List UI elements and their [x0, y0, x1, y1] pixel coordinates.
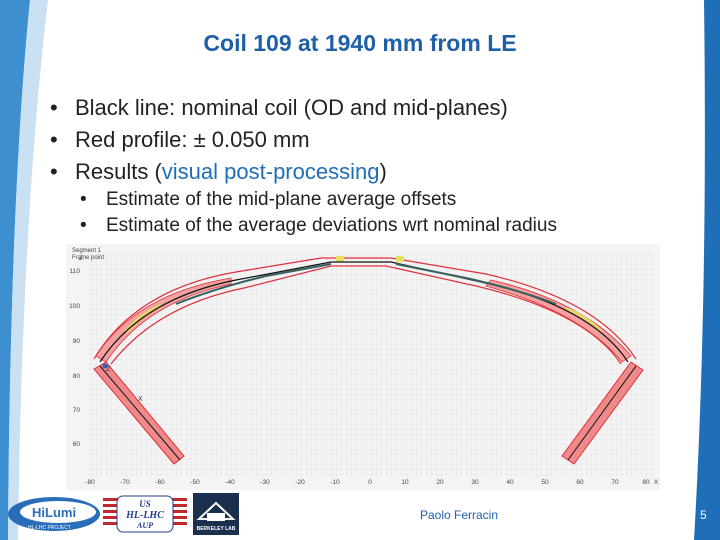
- x-tick-label: -20: [295, 479, 305, 486]
- bullet-item-results: Results (visual post-processing): [50, 156, 508, 188]
- y-axis: Z 110 100 90 80 70 60: [69, 255, 83, 448]
- x-tick-label: 30: [471, 479, 479, 486]
- sub-bullet-list: Estimate of the mid-plane average offset…: [80, 187, 557, 239]
- y-tick-label: 60: [73, 441, 81, 448]
- us-logo-line1: US: [139, 499, 151, 509]
- x-tick-label: -60: [155, 479, 165, 486]
- hilumi-logo-subtext: HL-LHC PROJECT: [28, 525, 71, 531]
- x-tick-label: -70: [120, 479, 130, 486]
- marker-x: X: [138, 396, 143, 403]
- plot-grid: [88, 252, 654, 478]
- x-tick-label: 50: [541, 479, 549, 486]
- x-tick-label: -10: [330, 479, 340, 486]
- us-logo-line2: HL-LHC: [125, 510, 164, 521]
- coil-profile-plot: Segment 1 Frame point Z X Z 110 100 90 8…: [66, 244, 660, 490]
- x-axis: -80 -70 -60 -50 -40 -30 -20 -10 0 10 20 …: [85, 479, 659, 486]
- x-tick-label: 80: [642, 479, 650, 486]
- nominal-midplane-right: [567, 365, 637, 461]
- x-tick-label: -30: [260, 479, 270, 486]
- x-tick-label: 10: [401, 479, 409, 486]
- x-tick-label: 60: [576, 479, 584, 486]
- highlight-segment: [396, 256, 404, 262]
- y-axis-label: Z: [79, 255, 83, 262]
- x-tick-label: -50: [190, 479, 200, 486]
- marker-point: [102, 363, 108, 369]
- us-logo-line3: AUP: [136, 521, 153, 530]
- sub-bullet-item: Estimate of the average deviations wrt n…: [80, 213, 557, 239]
- results-suffix: ): [379, 159, 387, 184]
- y-tick-label: 110: [70, 268, 81, 275]
- bullet-item: Red profile: ± 0.050 mm: [50, 124, 508, 156]
- x-tick-label: 20: [436, 479, 444, 486]
- berkeley-logo-text: BERKELEY LAB: [197, 526, 236, 532]
- hilumi-logo-text: HiLumi: [32, 505, 76, 520]
- nominal-midplane-left: [99, 365, 181, 461]
- left-decoration: [0, 0, 48, 540]
- page-number: 5: [700, 508, 707, 522]
- plot-header-line1: Segment 1: [72, 248, 102, 254]
- bullet-item: Black line: nominal coil (OD and mid-pla…: [50, 92, 508, 124]
- results-prefix: Results (: [75, 159, 162, 184]
- y-tick-label: 90: [73, 338, 81, 345]
- left-pole-profile: [95, 277, 232, 363]
- slide-title: Coil 109 at 1940 mm from LE: [203, 30, 517, 56]
- x-tick-label: 70: [611, 479, 619, 486]
- x-tick-label: 40: [506, 479, 514, 486]
- results-highlight: visual post-processing: [161, 159, 380, 184]
- marker-z: Z: [106, 366, 111, 373]
- x-tick-label: -40: [225, 479, 235, 486]
- highlight-segment: [565, 307, 603, 334]
- x-tick-label: 0: [368, 479, 372, 486]
- inner-tolerance-band: [110, 265, 622, 365]
- nominal-coil-od: [99, 261, 629, 363]
- right-pole-profile: [485, 279, 632, 363]
- plot-header-line2: Frame point: [72, 255, 104, 261]
- berkeley-lab-logo: BERKELEY LAB: [193, 493, 239, 535]
- x-axis-label: X: [654, 479, 659, 486]
- outer-tolerance-band: [93, 257, 637, 360]
- highlight-segment: [336, 256, 344, 262]
- y-tick-label: 100: [69, 303, 80, 310]
- x-tick-label: -80: [85, 479, 95, 486]
- nominal-cable-line: [175, 263, 557, 305]
- us-hl-lhc-aup-logo: US HL-LHC AUP: [103, 495, 187, 533]
- main-bullet-list: Black line: nominal coil (OD and mid-pla…: [50, 92, 508, 188]
- hilumi-logo: HiLumi HL-LHC PROJECT: [8, 497, 100, 531]
- y-tick-label: 80: [73, 373, 81, 380]
- sub-bullet-item: Estimate of the mid-plane average offset…: [80, 187, 557, 213]
- right-decoration: [694, 0, 720, 540]
- y-tick-label: 70: [73, 407, 81, 414]
- footer-author: Paolo Ferracin: [419, 508, 499, 522]
